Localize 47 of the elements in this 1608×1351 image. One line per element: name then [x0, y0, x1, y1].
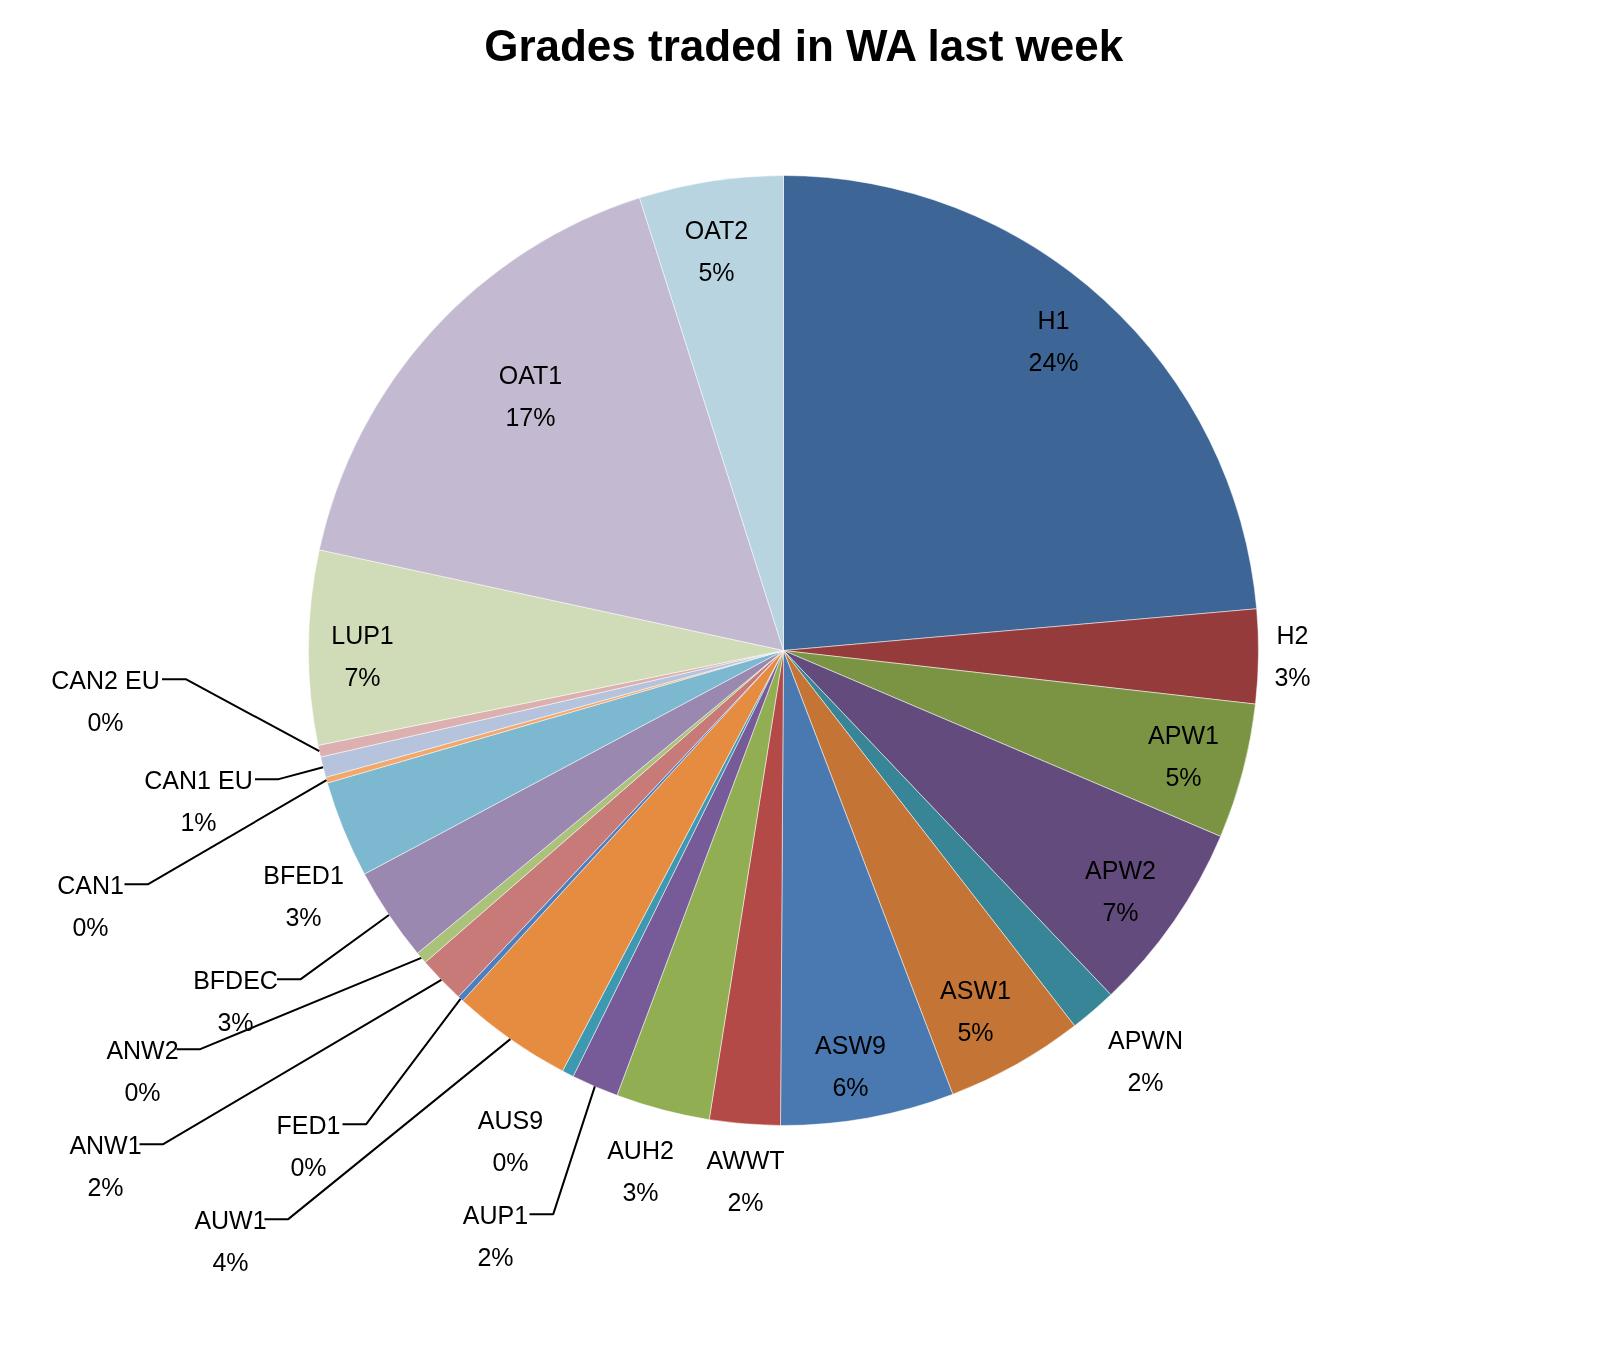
data-label: 2% [477, 1242, 514, 1271]
data-label: 0% [492, 1147, 529, 1176]
data-label: 24% [1028, 347, 1079, 376]
data-label: 3% [285, 902, 322, 931]
slice-label: ANW1 [69, 1130, 142, 1159]
slice-label: AWWT [706, 1145, 785, 1174]
slice-label: AUS9 [477, 1105, 544, 1134]
slice-label: CAN1 [57, 870, 124, 899]
slice-label: APWN [1108, 1025, 1183, 1054]
data-label: 7% [1102, 897, 1139, 926]
data-label: 1% [180, 807, 217, 836]
data-label: 4% [212, 1247, 249, 1276]
slice-label: AUH2 [607, 1135, 674, 1164]
slice-label: CAN2 EU [51, 665, 160, 694]
slice-label: APW1 [1148, 720, 1219, 749]
slice-label: OAT2 [684, 215, 749, 244]
data-label: 6% [832, 1072, 869, 1101]
slice-label: ANW2 [106, 1035, 179, 1064]
data-label: 0% [124, 1077, 161, 1106]
slice-label: FED1 [276, 1110, 341, 1139]
data-label: 2% [727, 1187, 764, 1216]
data-label: 17% [505, 402, 556, 431]
data-label: 0% [72, 912, 109, 941]
chart-title: Grades traded in WA last week [484, 21, 1124, 70]
data-label: 2% [87, 1172, 124, 1201]
data-label: 3% [1274, 662, 1311, 691]
slice-label: ASW1 [940, 975, 1011, 1004]
data-label: 0% [87, 707, 124, 736]
data-label: 5% [957, 1017, 994, 1046]
slice-label: BFDEC [193, 965, 278, 994]
data-label: 3% [622, 1177, 659, 1206]
slice-label: AUP1 [462, 1200, 529, 1229]
data-label: 7% [344, 662, 381, 691]
data-label: 3% [217, 1007, 254, 1036]
slice-label: CAN1 EU [144, 765, 253, 794]
data-label: 0% [290, 1152, 327, 1181]
slice-label: H2 [1276, 620, 1309, 649]
data-label: 5% [1165, 762, 1202, 791]
slice-label: H1 [1037, 305, 1070, 334]
slice-label: APW2 [1085, 855, 1156, 884]
slice-label: AUW1 [194, 1205, 267, 1234]
slice-label: LUP1 [331, 620, 394, 649]
slice-label: BFED1 [263, 860, 344, 889]
data-label: 5% [698, 257, 735, 286]
slice-label: ASW9 [815, 1030, 886, 1059]
slice-label: OAT1 [498, 360, 563, 389]
data-label: 2% [1127, 1067, 1164, 1096]
